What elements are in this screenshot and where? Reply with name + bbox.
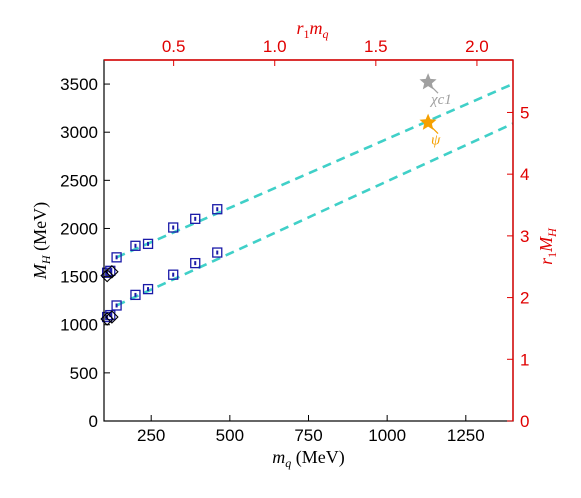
square-marker-dot bbox=[134, 292, 137, 297]
square-marker-dot bbox=[109, 268, 112, 273]
square-marker bbox=[190, 257, 201, 269]
square-marker-dot bbox=[134, 243, 137, 248]
psi-pointer bbox=[430, 126, 439, 134]
x2-tick-label: 0.5 bbox=[162, 37, 186, 56]
chi_c1-pointer bbox=[430, 85, 439, 94]
square-marker-dot bbox=[216, 250, 219, 255]
square-marker bbox=[111, 300, 122, 311]
psi-star bbox=[419, 113, 437, 130]
chi_c1-label: χc1 bbox=[429, 92, 452, 108]
y2-tick-label: 4 bbox=[520, 165, 529, 184]
square-marker-dot bbox=[194, 216, 197, 221]
y-tick-label: 500 bbox=[70, 364, 98, 383]
x2-tick-label: 1.0 bbox=[263, 37, 287, 56]
square-marker-dot bbox=[194, 261, 197, 266]
square-marker-dot bbox=[115, 303, 118, 308]
x-tick-label: 500 bbox=[216, 426, 244, 445]
square-marker-dot bbox=[115, 255, 118, 260]
square-marker bbox=[190, 213, 201, 224]
square-marker bbox=[212, 247, 223, 258]
right-axis-label: r1MH bbox=[536, 227, 559, 265]
y-tick-label: 1500 bbox=[60, 268, 98, 287]
square-marker bbox=[168, 269, 179, 280]
top-axis-label: r1mq bbox=[296, 18, 328, 41]
annotations: χc1 ψ bbox=[419, 73, 452, 149]
psi-label: ψ bbox=[431, 133, 441, 149]
square-marker bbox=[111, 252, 122, 263]
y-tick-label: 2500 bbox=[60, 171, 98, 190]
x-tick-label: 1250 bbox=[447, 426, 485, 445]
y-tick-label: 3000 bbox=[60, 123, 98, 142]
x2-tick-label: 2.0 bbox=[465, 37, 489, 56]
square-marker bbox=[142, 238, 154, 250]
square-marker-dot bbox=[172, 225, 175, 230]
square-marker bbox=[105, 309, 116, 321]
square-marker bbox=[168, 222, 179, 233]
fit-line-2 bbox=[116, 122, 513, 307]
y-tick-label: 3500 bbox=[60, 75, 98, 94]
square-marker bbox=[130, 289, 141, 301]
square-marker-dot bbox=[172, 272, 175, 277]
x-axis-label: mq (MeV) bbox=[272, 447, 344, 470]
x-tick-label: 750 bbox=[294, 426, 322, 445]
square-marker-dot bbox=[109, 313, 112, 318]
y2-tick-label: 3 bbox=[520, 227, 529, 246]
square-marker bbox=[142, 283, 154, 295]
y-tick-label: 2000 bbox=[60, 219, 98, 238]
diamond-marker bbox=[105, 265, 119, 279]
y-axis-label: MH (MeV) bbox=[30, 202, 53, 280]
square-marker bbox=[101, 267, 113, 278]
square-marker-dot bbox=[147, 287, 150, 292]
fit-lines bbox=[116, 82, 513, 307]
y2-tick-label: 5 bbox=[520, 103, 529, 122]
diamond-marker bbox=[105, 310, 119, 324]
y-tick-label: 1000 bbox=[60, 316, 98, 335]
square-marker-dot bbox=[147, 241, 150, 246]
y-tick-label: 0 bbox=[89, 412, 98, 431]
chi_c1-star bbox=[419, 73, 437, 90]
x2-tick-label: 1.5 bbox=[364, 37, 388, 56]
axes: 250 500 750 1000 125005001000150020002500300… bbox=[60, 37, 529, 445]
x-tick-label: 250 bbox=[137, 426, 165, 445]
fit-line-1 bbox=[116, 82, 513, 259]
diamond-marker bbox=[100, 268, 114, 283]
y2-tick-label: 2 bbox=[520, 289, 529, 308]
data-markers bbox=[100, 204, 223, 326]
square-marker bbox=[212, 204, 223, 215]
y2-tick-label: 0 bbox=[520, 412, 529, 431]
square-marker-dot bbox=[106, 315, 109, 320]
plot-frame bbox=[103, 59, 514, 422]
y2-tick-label: 1 bbox=[520, 350, 529, 369]
x-tick-label: 1000 bbox=[368, 426, 406, 445]
square-marker-dot bbox=[216, 207, 219, 212]
square-marker bbox=[130, 240, 141, 251]
